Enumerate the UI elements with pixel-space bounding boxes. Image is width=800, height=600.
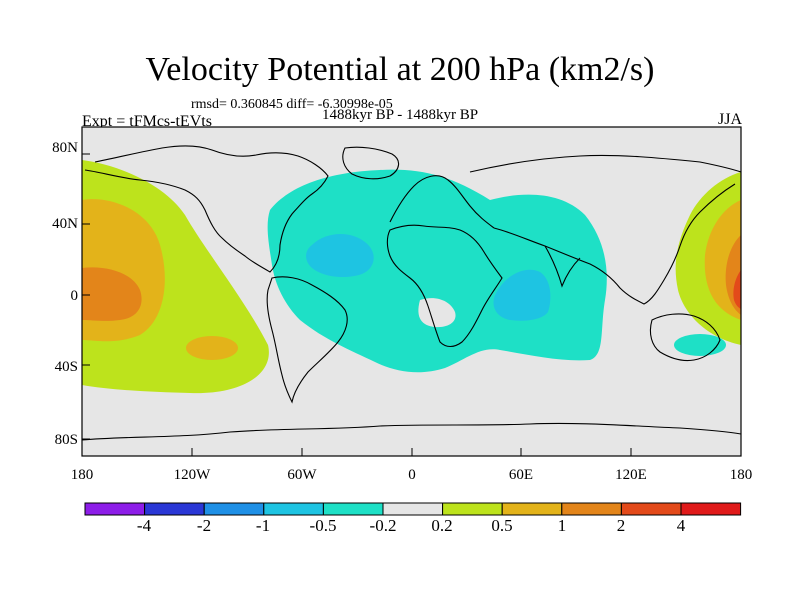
coast-asia: [469, 154, 741, 305]
colorbar-label: 2: [616, 516, 626, 535]
colorbar-swatch: [620, 502, 682, 516]
colorbar: [84, 502, 742, 516]
lon-label-0: 0: [408, 467, 416, 483]
colorbar-swatch: [144, 502, 205, 516]
lon-label-60w: 60W: [287, 467, 317, 483]
coast-antarctica: [82, 422, 741, 441]
lon-label-60e: 60E: [508, 467, 534, 483]
coast-north-america: [84, 145, 329, 273]
colorbar-label: -0.5: [309, 516, 337, 535]
period-label: 1488kyr BP - 1488kyr BP: [321, 107, 479, 123]
colorbar-swatch: [322, 502, 384, 516]
colorbar-label: 0.5: [491, 516, 513, 535]
coast-india: [544, 245, 581, 288]
colorbar-swatch: [442, 502, 503, 516]
neg-region-australia-blob: [674, 334, 726, 356]
lon-label-180e: 180: [729, 467, 753, 483]
colorbar-swatch: [501, 502, 563, 516]
colorbar-swatch: [203, 502, 265, 516]
colorbar-swatch: [680, 502, 742, 516]
pos-region-east-pacific-max: [733, 270, 741, 309]
colorbar-label: 0.2: [431, 516, 453, 535]
experiment-label: Expt = tFMcs-tEVts: [82, 113, 212, 130]
colorbar-label: -1: [255, 516, 271, 535]
coast-greenland: [342, 146, 400, 180]
lon-label-120w: 120W: [173, 467, 211, 483]
lat-label-40s: 40S: [54, 359, 78, 375]
axis-ticks: [81, 153, 742, 456]
pos-region-south-pacific-blob: [186, 336, 238, 360]
colorbar-label: -4: [136, 516, 152, 535]
season-label: JJA: [718, 111, 743, 128]
colorbar-label: -2: [196, 516, 212, 535]
lat-label-80n: 80N: [52, 140, 78, 156]
neg-region-atlantic-indian: [267, 169, 607, 373]
coast-australia: [649, 313, 721, 362]
colorbar-label: 1: [557, 516, 567, 535]
lon-label-120e: 120E: [615, 467, 647, 483]
neg-region-indian-core: [493, 269, 551, 321]
lat-label-0: 0: [70, 288, 79, 304]
stats-label: rmsd= 0.360845 diff= -6.30998e-05: [191, 97, 393, 112]
coast-south-america: [266, 276, 348, 404]
coastlines: [82, 145, 741, 441]
neg-region-atlantic-core: [306, 234, 374, 278]
colorbar-swatch: [561, 502, 622, 516]
colorbar-label: 4: [676, 516, 686, 535]
colorbar-swatch: [84, 502, 146, 516]
lat-label-40n: 40N: [52, 216, 78, 232]
coast-africa-europe: [386, 175, 503, 348]
lon-label-180w: 180: [70, 467, 94, 483]
colorbar-swatch: [382, 502, 444, 516]
lat-label-80s: 80S: [54, 432, 78, 448]
colorbar-swatch: [263, 502, 324, 516]
pos-region-west-pacific-core: [82, 267, 142, 321]
map-title: Velocity Potential at 200 hPa (km2/s): [145, 51, 655, 88]
colorbar-label: -0.2: [369, 516, 397, 535]
